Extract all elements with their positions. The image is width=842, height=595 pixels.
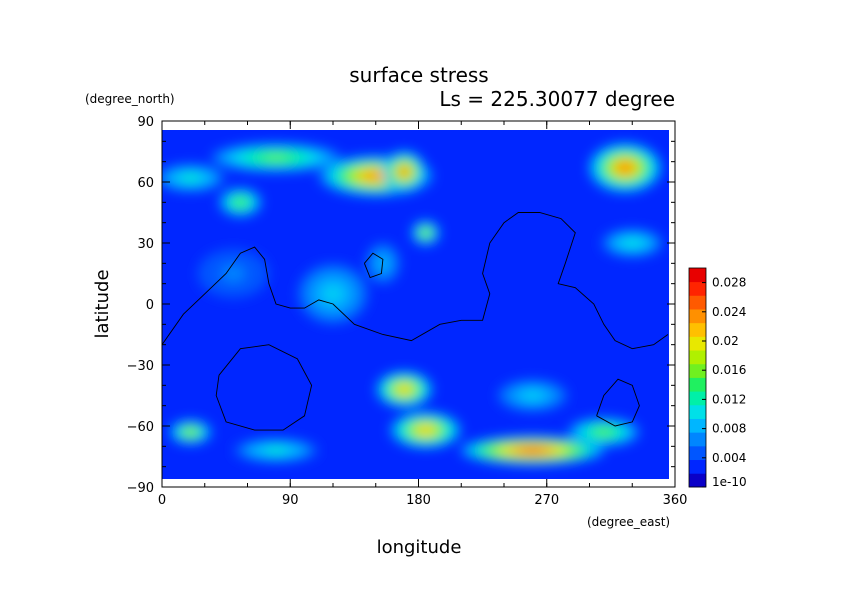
x-tick-label: 90 [282, 493, 299, 508]
heatmap-blob [162, 163, 227, 193]
y-tick-label: 60 [137, 176, 154, 191]
heatmap-level [400, 168, 408, 176]
heatmap-blob [375, 371, 433, 408]
heatmap-blob [411, 220, 440, 246]
colorbar-swatch [689, 445, 706, 461]
y-axis-label: latitude [92, 269, 113, 338]
colorbar-swatch [689, 377, 706, 392]
y-tick-label: 0 [146, 298, 154, 313]
colorbar-tick-label: 0.02 [712, 334, 739, 348]
y-tick-label: 90 [137, 115, 154, 130]
heatmap-blob [390, 411, 462, 449]
heatmap-blob [211, 143, 341, 172]
heatmap-blob [169, 419, 212, 445]
heatmap-level [520, 448, 545, 453]
heatmap-level [327, 288, 339, 299]
heatmap-level [265, 155, 287, 160]
contour-crater-north [363, 252, 384, 279]
heatmap-field [162, 130, 669, 479]
heatmap-level [227, 269, 240, 278]
heatmap-level [419, 427, 432, 434]
heatmap-level [619, 163, 632, 172]
colorbar-swatch [689, 281, 706, 296]
colorbar-swatch [689, 309, 706, 324]
contour-basin-south-west [215, 344, 313, 431]
colorbar: 0.028 0.024 0.02 0.016 0.012 0.008 0.004 1e-10 [688, 267, 747, 489]
chart-subtitle: Ls = 225.30077 degree [439, 87, 675, 111]
heatmap-level [366, 172, 386, 180]
colorbar-swatch [689, 268, 706, 283]
heatmap-blob [589, 143, 661, 193]
chart-title: surface stress [349, 63, 488, 87]
heatmap-blob [219, 188, 262, 217]
heatmap-level [268, 448, 284, 453]
colorbar-frame [688, 267, 707, 488]
y-tick-label: −90 [127, 481, 154, 496]
colorbar-tick-label: 0.028 [712, 276, 746, 290]
heatmap-level [184, 175, 197, 181]
colorbar-swatch [689, 350, 706, 365]
colorbar-swatch [689, 363, 706, 378]
y-unit-label: (degree_north) [85, 92, 175, 106]
heatmap-blob [382, 151, 426, 193]
heatmap-blob [600, 228, 664, 258]
y-tick-label: −30 [127, 359, 154, 374]
x-tick-label: 180 [406, 493, 431, 508]
axis-ticks: 0 90 180 270 360 90 60 30 0 −30 −60 −90 [127, 115, 688, 508]
colorbar-swatch [689, 322, 706, 337]
heatmap-level [186, 430, 195, 435]
x-axis-label: longitude [377, 537, 462, 558]
colorbar-swatch [689, 473, 706, 488]
x-tick-label: 0 [158, 493, 166, 508]
heatmap-level [627, 240, 638, 246]
y-tick-label: −60 [127, 420, 154, 435]
heatmap-blob [496, 379, 569, 412]
colorbar-tick-label: 0.012 [712, 392, 746, 406]
heatmap-level [526, 392, 539, 399]
y-tick-label: 30 [137, 237, 154, 252]
colorbar-tick-label: 0.004 [712, 451, 746, 465]
heatmap-blob [568, 417, 640, 447]
heatmap-level [597, 429, 610, 435]
colorbar-swatch [689, 391, 706, 406]
colorbar-swatch [689, 336, 706, 351]
contour-continent-outline [162, 212, 669, 350]
heatmap-blob [197, 249, 269, 298]
colorbar-tick-label: 0.024 [712, 305, 746, 319]
x-tick-label: 360 [663, 493, 688, 508]
colorbar-tick-label: 0.008 [712, 422, 746, 436]
colorbar-swatch [689, 418, 706, 433]
x-tick-label: 270 [534, 493, 559, 508]
heatmap-blob [297, 263, 369, 325]
colorbar-swatch [689, 459, 706, 474]
colorbar-tick-label: 0.016 [712, 363, 746, 377]
contour-layer [162, 212, 669, 431]
colorbar-tick-label: 1e-10 [712, 475, 747, 489]
colorbar-swatch [689, 295, 706, 310]
heatmap-blob [233, 438, 319, 463]
heatmap-level [399, 386, 409, 393]
x-unit-label: (degree_east) [587, 515, 670, 529]
heatmap-blob-layer [162, 143, 664, 465]
colorbar-swatch [689, 432, 706, 447]
contour-basin-south-east [596, 378, 640, 427]
heatmap-blob [461, 436, 604, 465]
heatmap-level [236, 199, 244, 205]
colorbar-swatch [689, 404, 706, 419]
heatmap-level [423, 230, 428, 235]
